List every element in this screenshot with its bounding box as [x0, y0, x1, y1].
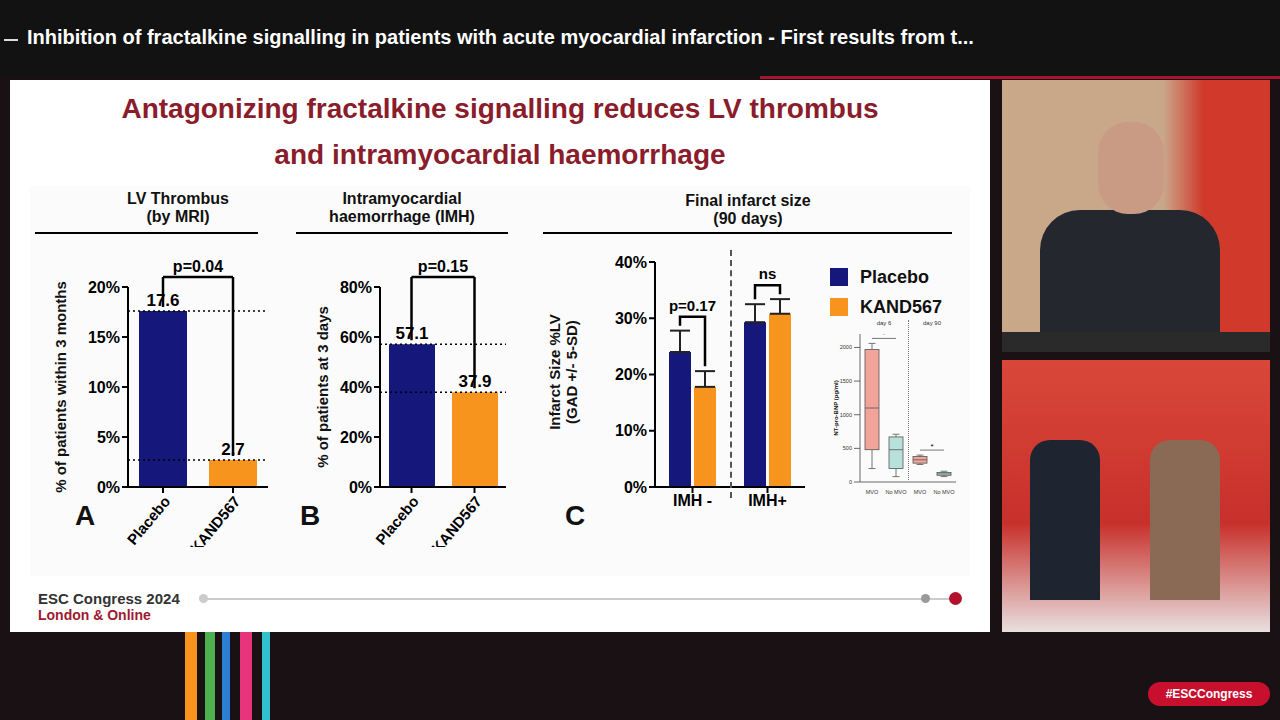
svg-text:500: 500: [843, 445, 852, 451]
html-text:day 6: day 6: [876, 320, 892, 326]
svg-text:0: 0: [849, 479, 852, 485]
html-text:(90 days): (90 days): [713, 210, 783, 227]
svg-text:2.7: 2.7: [221, 440, 245, 459]
html-text:Inhibition of fractalkine sign: Inhibition of fractalkine signalling in …: [27, 26, 974, 48]
svg-text:No MVO: No MVO: [933, 489, 955, 495]
html-text:LV Thrombus: LV Thrombus: [127, 190, 229, 207]
svg-text:5%: 5%: [97, 429, 120, 446]
svg-text:KAND567: KAND567: [428, 493, 485, 547]
svg-text:MVO: MVO: [866, 489, 879, 495]
svg-text:IMH+: IMH+: [748, 492, 787, 509]
svg-text:15%: 15%: [88, 329, 120, 346]
svg-text:60%: 60%: [340, 329, 372, 346]
svg-text:17.6: 17.6: [146, 291, 179, 310]
svg-text:2000: 2000: [840, 344, 852, 350]
svg-text:37.9: 37.9: [458, 372, 491, 391]
html-text:ESC Congress 2024: ESC Congress 2024: [38, 590, 180, 607]
svg-text:No MVO: No MVO: [885, 489, 907, 495]
svg-text:40%: 40%: [340, 379, 372, 396]
svg-text:KAND567: KAND567: [186, 493, 243, 547]
html-text:London & Online: London & Online: [38, 607, 151, 623]
svg-text:10%: 10%: [88, 379, 120, 396]
svg-text:20%: 20%: [88, 279, 120, 296]
html-text:C: C: [565, 500, 586, 531]
svg-text:p=0.04: p=0.04: [173, 258, 223, 275]
html-text:Intramyocardial: Intramyocardial: [342, 190, 462, 207]
svg-text:20%: 20%: [615, 366, 647, 383]
html-text:and intramyocardial haemorrhag: and intramyocardial haemorrhage: [274, 139, 726, 170]
svg-text:*: *: [930, 442, 933, 451]
html-text:haemorrhage (IMH): haemorrhage (IMH): [329, 208, 475, 225]
html-text:A: A: [75, 500, 96, 531]
html-text:B: B: [300, 500, 321, 531]
svg-text:*: *: [882, 334, 885, 339]
svg-text:1000: 1000: [840, 412, 852, 418]
svg-text:1500: 1500: [840, 378, 852, 384]
svg-text:Placebo: Placebo: [123, 493, 173, 547]
svg-text:20%: 20%: [340, 429, 372, 446]
svg-text:0%: 0%: [97, 479, 120, 496]
svg-text:30%: 30%: [615, 310, 647, 327]
html-text:% of patients at 3 days: % of patients at 3 days: [313, 306, 331, 468]
svg-text:ns: ns: [759, 265, 777, 282]
svg-text:0%: 0%: [624, 479, 647, 496]
svg-text:IMH -: IMH -: [673, 492, 712, 509]
svg-text:p=0.17: p=0.17: [669, 297, 716, 314]
html-text:Antagonizing fractalkine signa: Antagonizing fractalkine signalling redu…: [121, 93, 879, 124]
html-text:% of patients within 3 months: % of patients within 3 months: [51, 281, 69, 493]
svg-text:57.1: 57.1: [395, 324, 428, 343]
svg-text:Placebo: Placebo: [372, 493, 422, 547]
html-text:Placebo: Placebo: [860, 266, 929, 287]
svg-text:MVO: MVO: [914, 489, 927, 495]
svg-text:40%: 40%: [615, 254, 647, 271]
html-text:#ESCCongress: #ESCCongress: [1165, 687, 1253, 701]
html-text:(by MRI): (by MRI): [146, 208, 210, 225]
svg-text:0%: 0%: [349, 479, 372, 496]
html-text:Final infarct size: Final infarct size: [685, 192, 811, 209]
html-text:(GAD +/- 5-SD): (GAD +/- 5-SD): [563, 320, 580, 424]
svg-text:10%: 10%: [615, 422, 647, 439]
html-text:NT-pro-BNP (pg/ml): NT-pro-BNP (pg/ml): [833, 380, 839, 436]
html-text:Infarct Size %LV: Infarct Size %LV: [546, 314, 563, 430]
svg-text:80%: 80%: [340, 279, 372, 296]
html-text:KAND567: KAND567: [860, 296, 942, 317]
html-text:day 90: day 90: [923, 320, 941, 326]
svg-text:p=0.15: p=0.15: [418, 258, 468, 275]
